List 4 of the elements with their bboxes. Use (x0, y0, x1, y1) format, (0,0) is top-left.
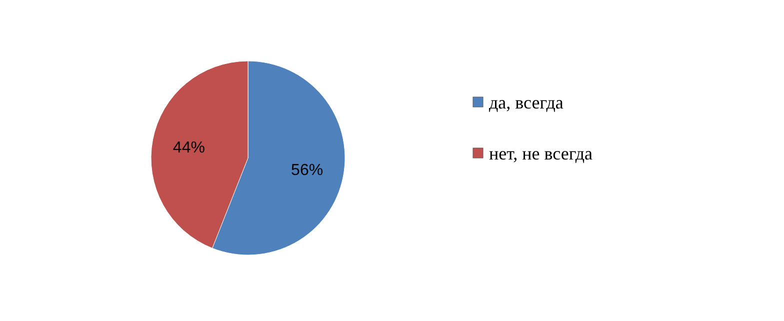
data-label: 56% (291, 162, 324, 179)
legend-label: нет, не всегда (489, 143, 592, 164)
legend-label: да, всегда (489, 92, 564, 112)
data-label: 44% (172, 139, 205, 156)
